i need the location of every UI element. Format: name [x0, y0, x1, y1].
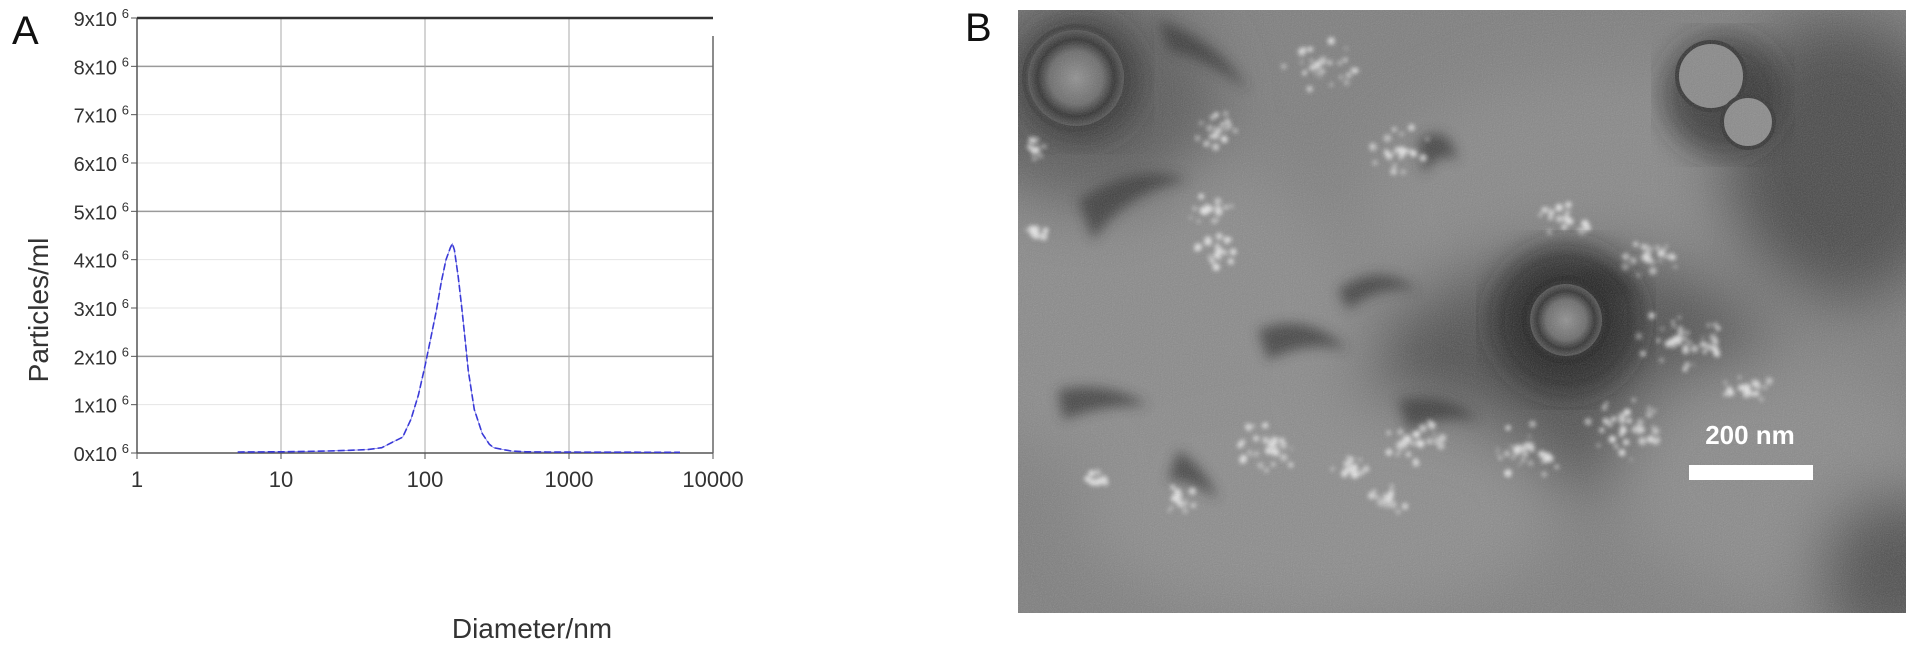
y-tick-label: 4x10	[74, 251, 117, 273]
y-tick-exponent: 6	[122, 6, 129, 21]
x-tick-label: 10	[269, 467, 293, 492]
x-tick-labels: 1 10 100 1000 10000	[131, 467, 744, 492]
y-tick-exponent: 6	[122, 151, 129, 166]
panel-label-a: A	[12, 9, 39, 53]
y-tick-label: 1x10	[74, 396, 117, 418]
y-tick-exponent: 6	[122, 199, 129, 214]
y-tick-exponent: 6	[122, 54, 129, 69]
tem-image: 200 nm	[1018, 10, 1906, 613]
particle-size-chart: A 0x10 6 1x10 6 2x10 6 3x10 6 4x10 6 5x10 6 6x10 6 7x1…	[12, 6, 744, 644]
x-tick-label: 10000	[682, 467, 743, 492]
y-axis-label: Particles/ml	[23, 238, 54, 383]
y-tick-exponent: 6	[122, 344, 129, 359]
tem-micrograph: 200 nm	[1018, 10, 1906, 613]
y-tick-exponent: 6	[122, 248, 129, 263]
x-tick-label: 100	[407, 467, 444, 492]
y-tick-label: 2x10	[74, 347, 117, 369]
y-tick-label: 0x10	[74, 444, 117, 466]
y-tick-label: 7x10	[74, 106, 117, 128]
scale-bar	[1689, 465, 1813, 480]
y-tick-exponent: 6	[122, 393, 129, 408]
x-tick-label: 1	[131, 467, 143, 492]
y-tick-label: 3x10	[74, 299, 117, 321]
y-tick-label: 6x10	[74, 154, 117, 176]
panel-label-b: B	[965, 6, 992, 50]
chart-gridlines	[137, 18, 713, 453]
size-distribution-line-solid	[237, 242, 681, 453]
scale-bar-label: 200 nm	[1705, 420, 1795, 450]
size-distribution-line	[237, 241, 681, 454]
y-tick-label: 9x10	[74, 9, 117, 31]
x-axis-label: Diameter/nm	[452, 613, 612, 644]
y-tick-exponent: 6	[122, 103, 129, 118]
chart-series	[237, 241, 681, 454]
x-tick-label: 1000	[545, 467, 594, 492]
y-tick-label: 5x10	[74, 202, 117, 224]
y-tick-exponent: 6	[122, 441, 129, 456]
y-tick-label: 8x10	[74, 57, 117, 79]
y-tick-exponent: 6	[122, 296, 129, 311]
chart-axes	[131, 16, 714, 459]
tem-grain	[1018, 10, 1906, 613]
y-tick-labels: 0x10 6 1x10 6 2x10 6 3x10 6 4x10 6 5x10 6 6x10 6 7x10 6…	[74, 6, 129, 466]
